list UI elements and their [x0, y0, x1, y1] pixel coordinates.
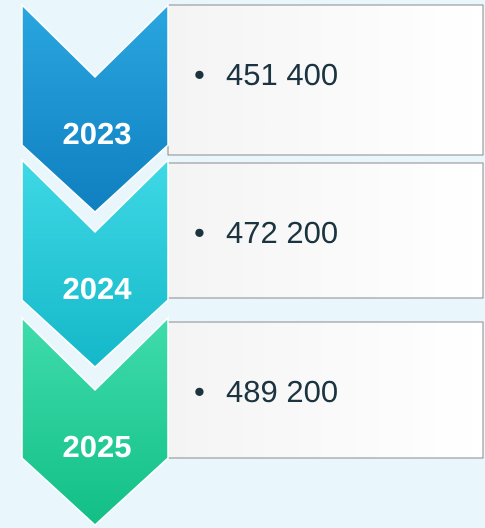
- year-label: 2024: [63, 271, 133, 306]
- year-label: 2025: [63, 429, 132, 464]
- chevron: [21, 158, 169, 369]
- text-box: [167, 321, 484, 459]
- value-text: 451 400: [226, 57, 338, 92]
- text-box: [167, 162, 484, 299]
- value-text: 472 200: [226, 215, 338, 250]
- bullet: •: [194, 374, 205, 409]
- value-text: 489 200: [226, 374, 338, 409]
- text-box: [167, 4, 484, 156]
- chevron: [21, 3, 169, 214]
- year-label: 2023: [63, 116, 132, 151]
- bullet: •: [194, 215, 205, 250]
- bullet: •: [194, 57, 205, 92]
- chevron: [21, 316, 169, 527]
